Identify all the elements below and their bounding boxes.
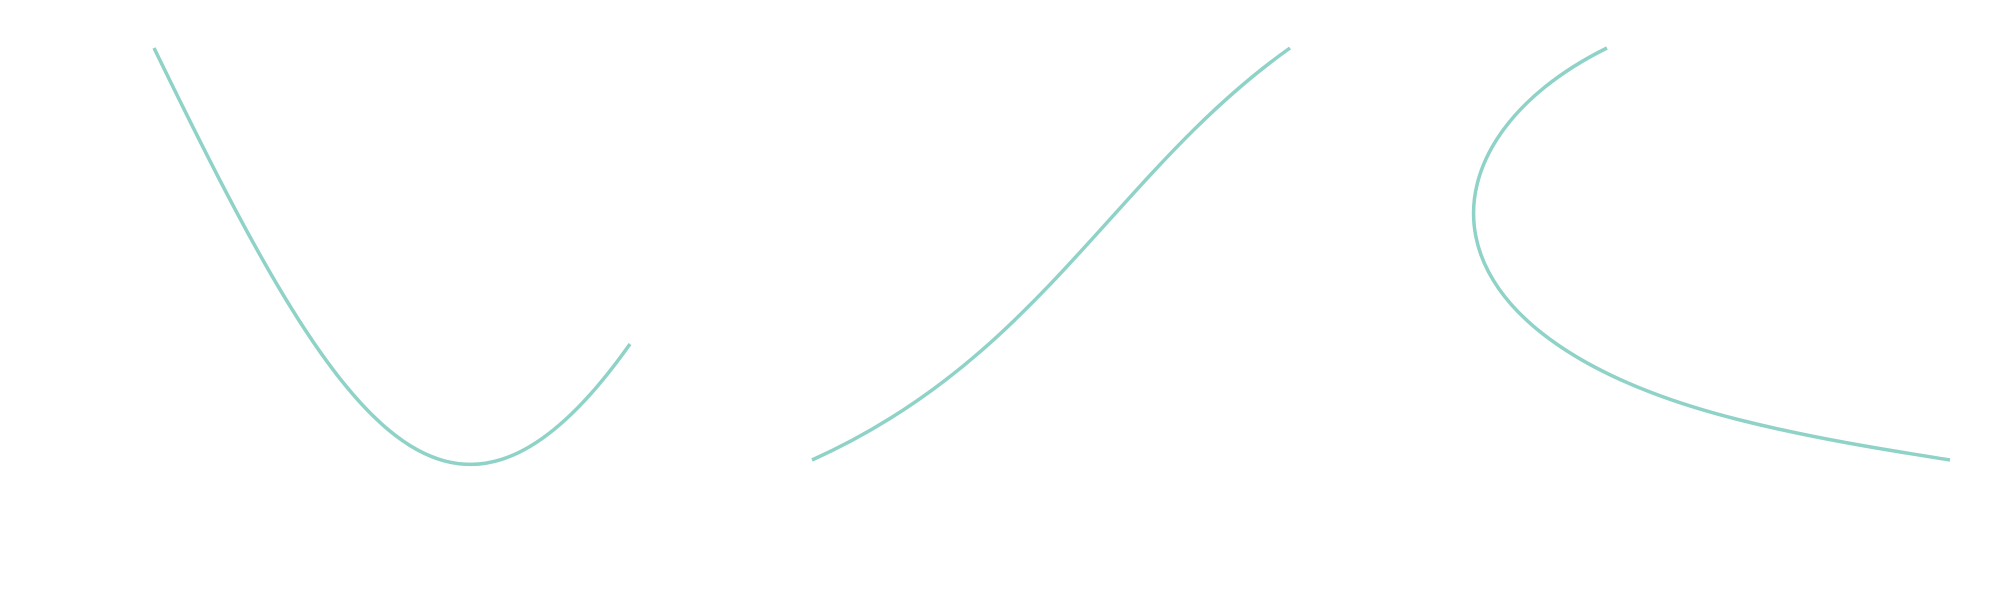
- curve-s-shape: [811, 46, 1292, 462]
- curve-c-shape: [1472, 46, 1951, 462]
- curve-u-shape: [152, 47, 632, 467]
